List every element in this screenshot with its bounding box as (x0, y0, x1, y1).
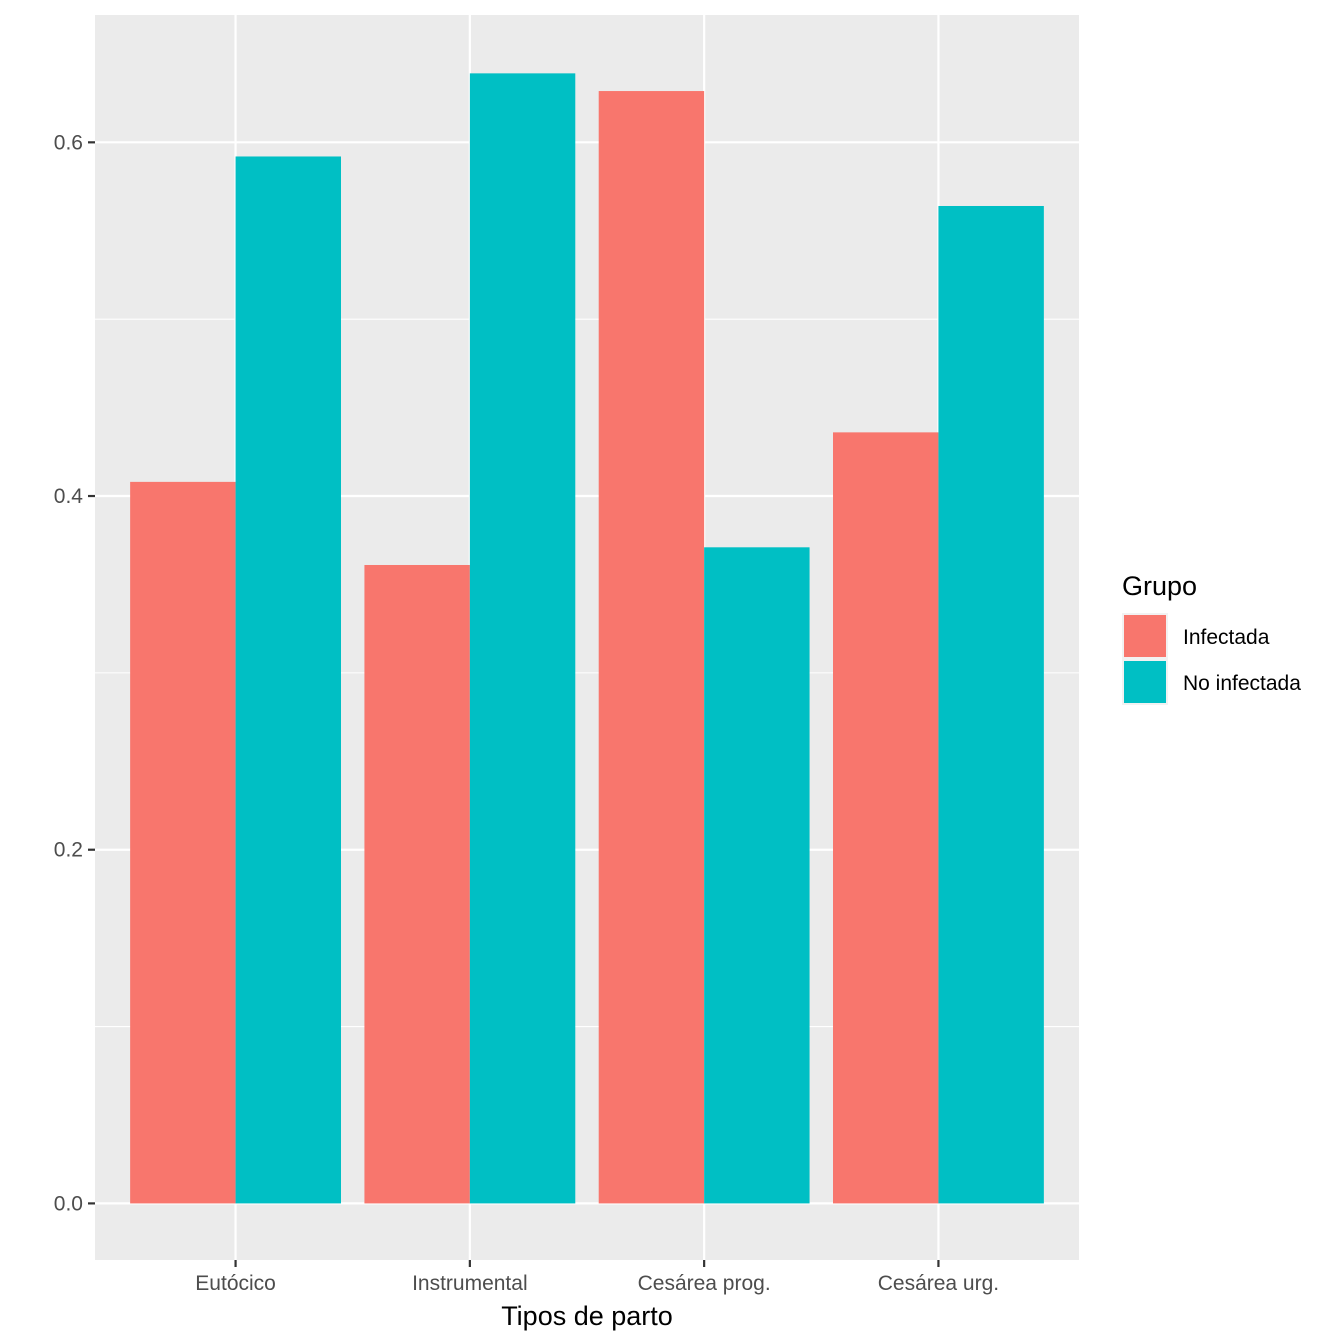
bar (130, 481, 236, 1204)
legend: Grupo Infectada No infectada (1122, 571, 1301, 705)
y-tick-label: 0.0 (54, 1192, 83, 1215)
legend-swatch (1124, 661, 1166, 703)
bar (833, 432, 939, 1204)
x-axis-title: Tipos de parto (501, 1301, 673, 1331)
legend-label: Infectada (1183, 626, 1270, 649)
y-tick-label: 0.2 (54, 839, 83, 862)
bar (235, 156, 341, 1204)
bar (469, 73, 576, 1204)
legend-title: Grupo (1122, 571, 1197, 601)
bars (130, 73, 1044, 1204)
x-axis: Eutócico Instrumental Cesárea prog. Cesárea… (195, 1260, 999, 1295)
x-tick-label: Instrumental (412, 1272, 528, 1295)
legend-label: No infectada (1183, 672, 1301, 695)
y-tick-label: 0.4 (54, 485, 84, 508)
y-tick-label: 0.6 (54, 131, 83, 154)
y-axis: 0.0 0.2 0.4 0.6 (54, 131, 95, 1215)
bar (364, 564, 470, 1204)
bar (598, 91, 705, 1204)
bar (704, 547, 810, 1204)
bar (938, 205, 1044, 1204)
legend-swatch (1124, 615, 1166, 657)
x-tick-label: Cesárea prog. (638, 1272, 771, 1295)
x-tick-label: Cesárea urg. (878, 1272, 999, 1295)
x-tick-label: Eutócico (195, 1272, 276, 1295)
